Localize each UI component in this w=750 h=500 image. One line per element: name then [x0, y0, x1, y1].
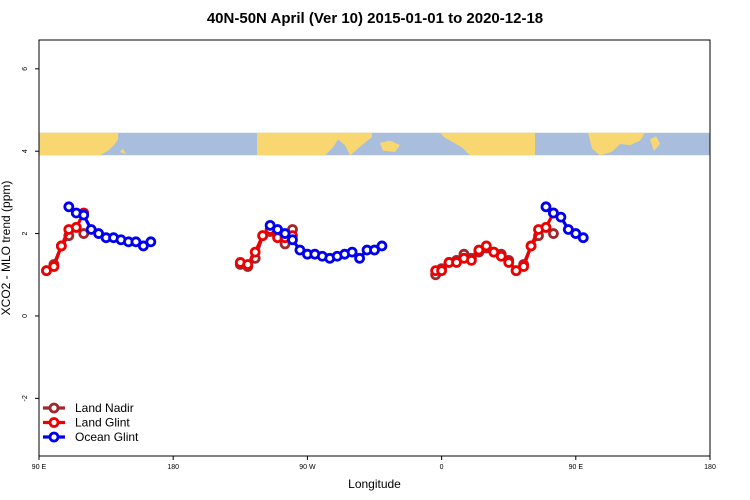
y-tick-label: -2 [22, 395, 29, 401]
data-point [376, 240, 388, 252]
data-point [346, 246, 358, 258]
x-tick-label: 90 E [569, 464, 584, 471]
data-point [436, 265, 448, 277]
x-axis-title: Longitude [348, 477, 401, 491]
data-point [525, 240, 537, 252]
legend-marker [48, 431, 60, 443]
chart-title: 40N-50N April (Ver 10) 2015-01-01 to 202… [206, 10, 544, 27]
data-point [466, 254, 477, 266]
legend-item: Land Nadir [43, 401, 134, 415]
x-tick-label: 90 E [32, 464, 47, 471]
y-tick-label: 0 [22, 314, 29, 318]
data-point [55, 240, 67, 252]
x-tick-label: 0 [440, 464, 444, 471]
data-point [242, 259, 254, 270]
legend-label: Ocean Glint [75, 430, 139, 444]
map-ocean [39, 132, 710, 156]
y-tick-label: 4 [22, 149, 29, 153]
x-tick-label: 180 [704, 464, 716, 471]
data-point [480, 240, 492, 252]
data-point [257, 230, 269, 242]
legend-label: Land Nadir [75, 401, 134, 415]
legend-item: Land Glint [43, 416, 130, 430]
world-map-strip [39, 132, 710, 156]
data-point [249, 246, 261, 258]
data-point [70, 222, 82, 233]
data-point [540, 222, 552, 233]
legend-marker [48, 402, 60, 414]
y-tick-label: 6 [22, 67, 29, 71]
series-ocean-glint [63, 201, 589, 264]
data-point [287, 234, 298, 246]
legend-label: Land Glint [75, 416, 130, 430]
x-tick-label: 90 W [299, 464, 316, 471]
map-land-4 [440, 132, 535, 156]
legend-marker [48, 417, 60, 428]
plot-frame [38, 39, 711, 457]
data-point [577, 232, 589, 244]
data-point [78, 209, 90, 221]
data-point [555, 211, 567, 223]
y-tick-label: 2 [22, 232, 29, 236]
data-point [354, 252, 365, 264]
data-point [540, 201, 552, 213]
data-point [548, 228, 559, 239]
data-point [495, 250, 507, 262]
legend-item: Ocean Glint [43, 430, 139, 444]
map-land-0 [39, 132, 118, 156]
y-axis-title: XCO2 - MLO trend (ppm) [0, 181, 13, 316]
map-land-5 [588, 132, 645, 156]
data-point [145, 236, 157, 248]
data-point [518, 261, 530, 272]
x-tick-label: 180 [167, 464, 179, 471]
data-point [503, 257, 515, 268]
data-point [48, 261, 60, 272]
map-land-1 [120, 148, 126, 155]
data-point [63, 201, 75, 213]
data-point [279, 228, 291, 239]
map-land-6 [650, 136, 660, 151]
series-layer [41, 201, 589, 281]
axes: 90 E 180 90 W 0 90 E 180 -2 0 2 4 6 [22, 67, 716, 471]
map-land-2 [257, 132, 372, 156]
map-land-3 [380, 140, 400, 152]
